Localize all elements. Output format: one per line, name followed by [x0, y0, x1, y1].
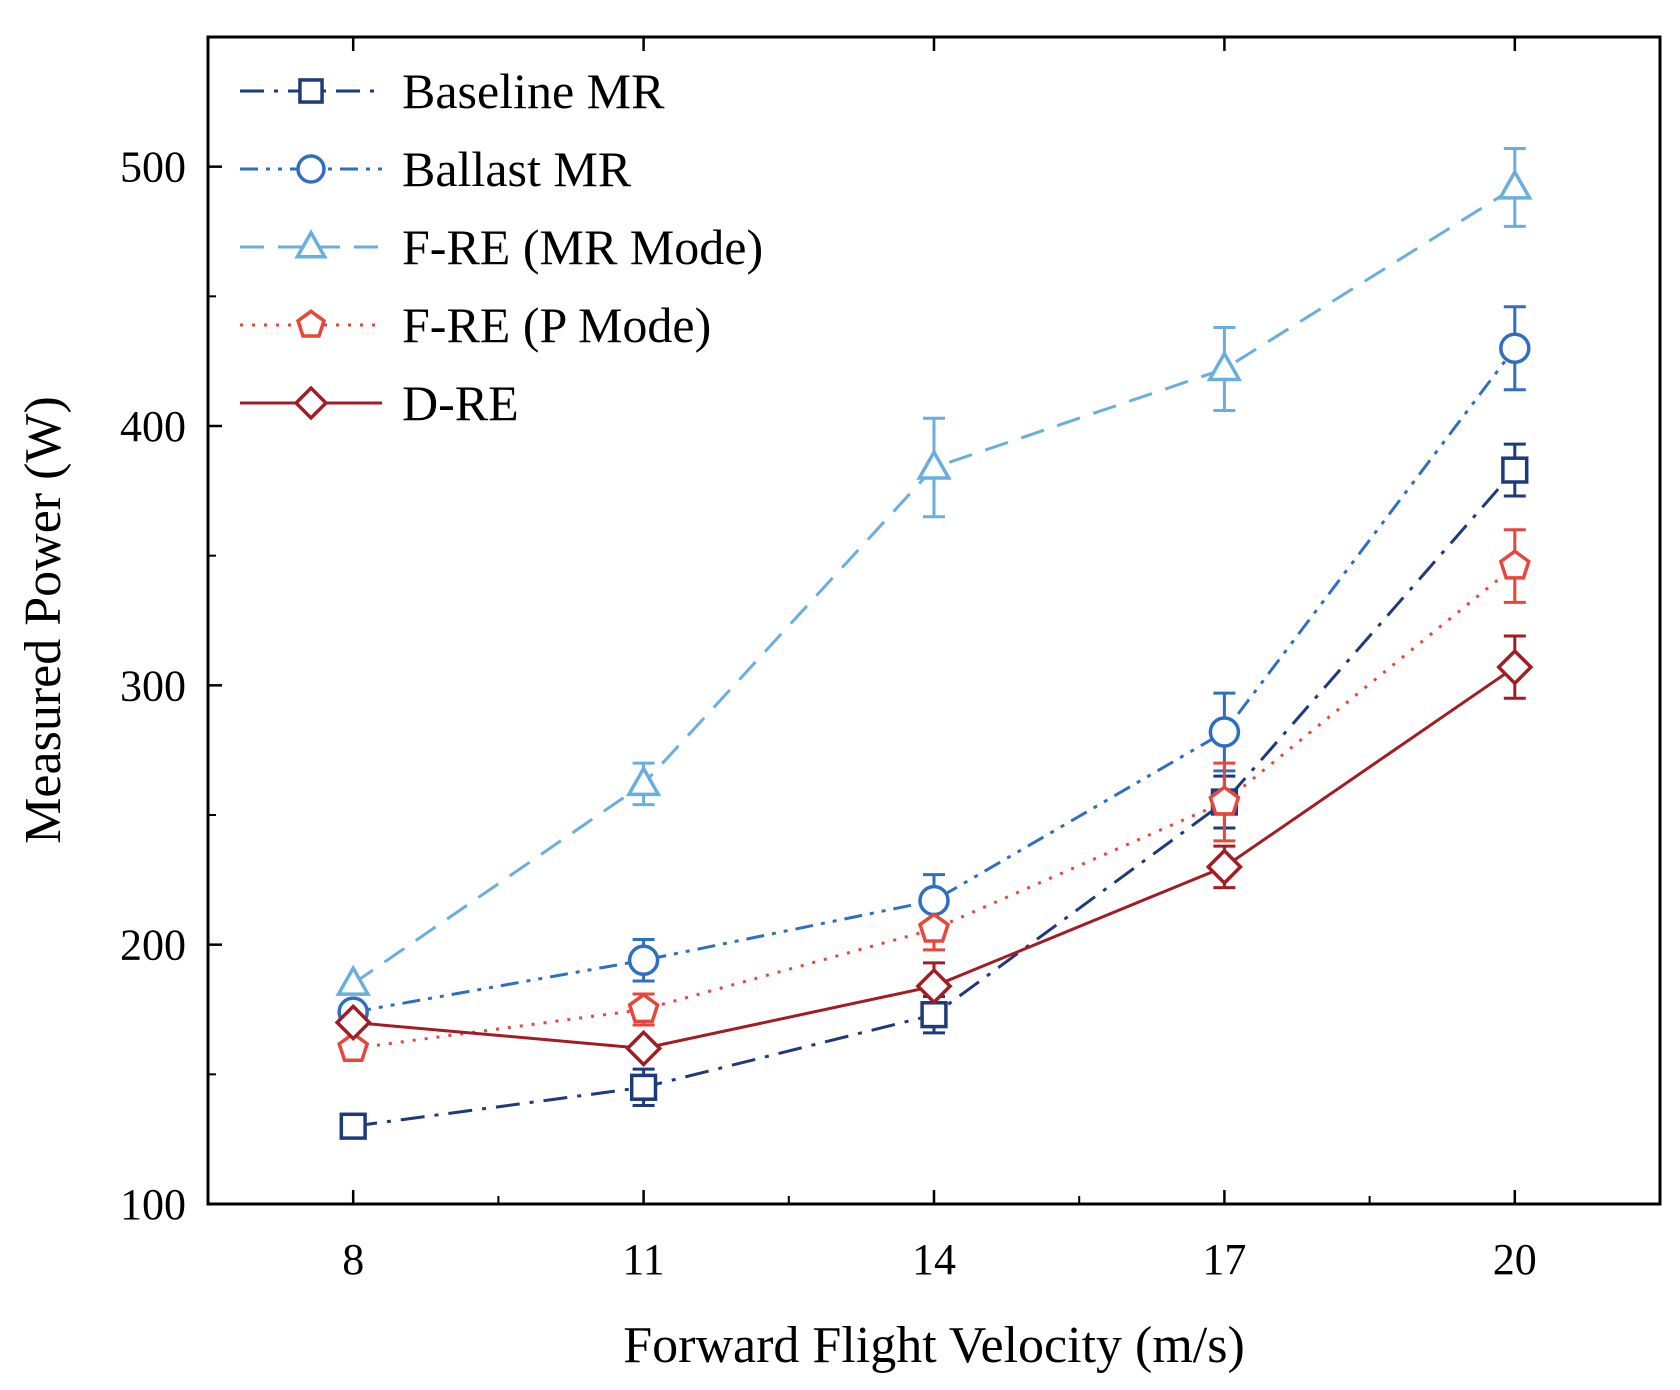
legend-marker-d-re — [293, 385, 329, 421]
y-tick-label: 100 — [120, 1180, 186, 1229]
data-point-ballast-mr — [1208, 716, 1241, 748]
legend-item-baseline-mr: Baseline MR — [240, 63, 665, 119]
data-point-f-re-mr-mode — [916, 448, 952, 480]
error-bars — [632, 147, 1526, 1107]
y-tick-label: 200 — [120, 921, 186, 970]
x-tick-label: 8 — [342, 1235, 364, 1284]
legend-label: D-RE — [402, 375, 519, 431]
data-point-baseline-mr — [629, 1073, 658, 1101]
y-axis-title: Measured Power (W) — [15, 396, 72, 844]
legend-label: F-RE (MR Mode) — [402, 219, 763, 275]
legend: Baseline MR Ballast MR F-RE (MR Mode) F-RE … — [240, 63, 763, 431]
x-axis: 8 11 14 17 20 — [342, 37, 1537, 1284]
data-point-d-re — [334, 1003, 372, 1042]
legend-label: Ballast MR — [402, 141, 632, 197]
y-tick-label: 400 — [120, 402, 186, 451]
data-point-baseline-mr — [339, 1112, 367, 1140]
data-point-f-re-p-mode — [1208, 785, 1241, 816]
data-point-d-re — [625, 1029, 663, 1067]
legend-item-ballast-mr: Ballast MR — [240, 141, 632, 197]
y-tick-label: 300 — [120, 661, 186, 710]
data-point-d-re — [1496, 648, 1534, 686]
data-point-ballast-mr — [1499, 332, 1531, 364]
data-point-ballast-mr — [918, 884, 950, 917]
data-point-d-re — [915, 967, 953, 1005]
legend-marker-ballast-mr — [296, 154, 326, 184]
legend-item-d-re: D-RE — [240, 375, 519, 431]
x-tick-label: 17 — [1202, 1235, 1246, 1284]
data-point-ballast-mr — [627, 944, 660, 976]
legend-label: Baseline MR — [402, 63, 665, 119]
data-point-f-re-p-mode — [917, 912, 951, 943]
data-point-baseline-mr — [1501, 456, 1529, 484]
data-point-f-re-mr-mode — [335, 964, 371, 996]
legend-marker-baseline-mr — [298, 78, 324, 104]
y-axis: 100 200 300 400 500 — [120, 36, 222, 1229]
legend-label: F-RE (P Mode) — [402, 297, 711, 353]
data-point-f-re-mr-mode — [1206, 350, 1243, 382]
legend-item-f-re-p-mode: F-RE (P Mode) — [240, 297, 711, 353]
data-point-d-re — [1205, 848, 1243, 886]
data-point-f-re-p-mode — [337, 1031, 370, 1063]
legend-marker-f-re-p-mode — [295, 309, 327, 338]
series-markers — [334, 168, 1534, 1140]
legend-item-f-re-mr-mode: F-RE (MR Mode) — [240, 219, 763, 275]
x-tick-label: 20 — [1493, 1235, 1537, 1284]
x-tick-label: 14 — [912, 1235, 956, 1284]
y-tick-label: 500 — [120, 143, 186, 192]
data-point-f-re-p-mode — [1498, 549, 1531, 580]
data-point-f-re-mr-mode — [1497, 168, 1533, 200]
data-point-baseline-mr — [920, 1001, 948, 1029]
data-point-f-re-mr-mode — [625, 764, 662, 797]
data-point-f-re-p-mode — [627, 992, 660, 1024]
x-axis-title: Forward Flight Velocity (m/s) — [623, 1317, 1245, 1374]
legend-marker-f-re-mr-mode — [294, 229, 328, 259]
x-tick-label: 11 — [622, 1235, 664, 1284]
